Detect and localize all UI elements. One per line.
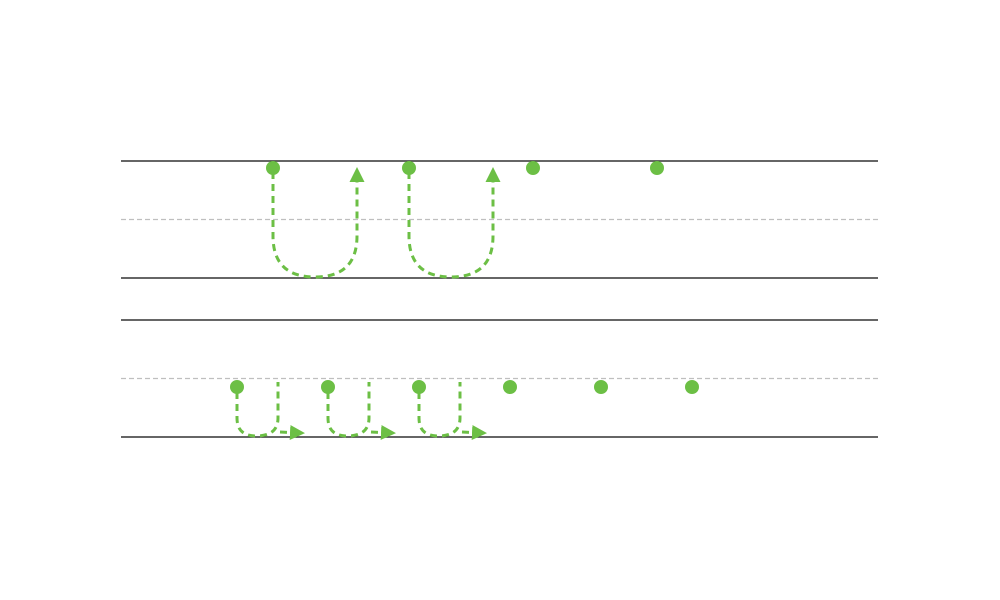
top-dot-2 xyxy=(402,161,416,175)
top-u-turn-arrow-2 xyxy=(407,167,501,279)
bottom-dot-1 xyxy=(230,380,244,394)
top-dot-4 xyxy=(650,161,664,175)
bottom-u-turn-arrow-1 xyxy=(235,382,302,436)
bottom-dot-5 xyxy=(594,380,608,394)
bottom-u-turn-arrow-3 xyxy=(417,382,484,436)
top-dot-3 xyxy=(526,161,540,175)
bottom-dot-3 xyxy=(412,380,426,394)
bottom-u-turn-arrow-2 xyxy=(326,382,393,436)
top-band xyxy=(121,160,878,279)
bottom-dot-6 xyxy=(685,380,699,394)
top-dot-1 xyxy=(266,161,280,175)
bottom-dot-2 xyxy=(321,380,335,394)
top-u-turn-arrow-1 xyxy=(271,167,365,279)
bottom-band xyxy=(121,319,878,437)
bottom-dot-4 xyxy=(503,380,517,394)
